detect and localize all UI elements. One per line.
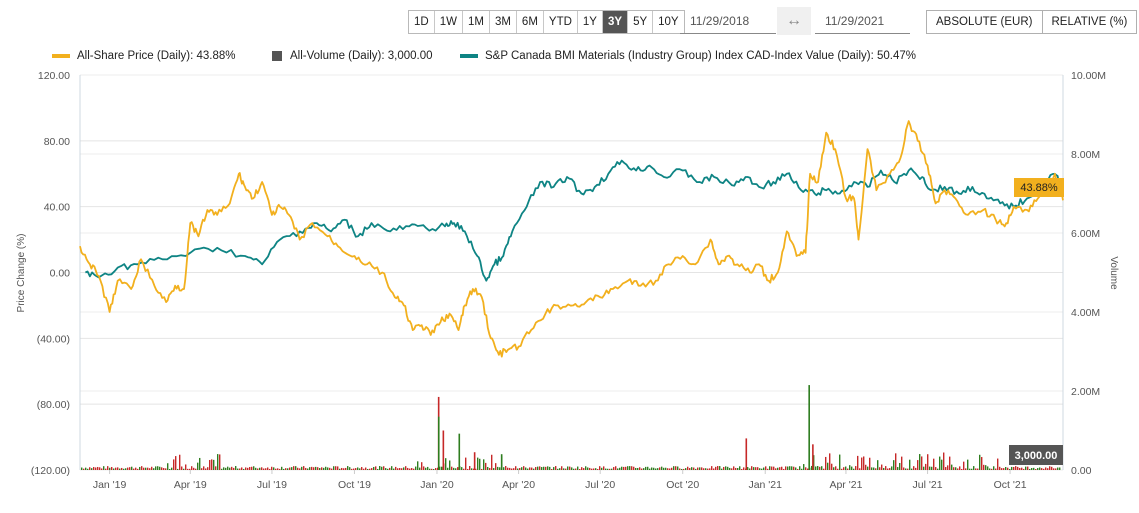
- relative-mode-button[interactable]: RELATIVE (%): [1041, 11, 1137, 33]
- x-tick-label: Oct '20: [666, 479, 699, 491]
- legend-label: All-Volume (Daily): 3,000.00: [290, 50, 433, 62]
- y-tick-label: (40.00): [37, 333, 70, 345]
- x-tick-label: Apr '20: [502, 479, 535, 491]
- legend-label: S&P Canada BMI Materials (Industry Group…: [485, 50, 917, 62]
- range-button-1d[interactable]: 1D: [409, 11, 435, 33]
- volume-last-badge: 3,000.00: [1015, 450, 1058, 462]
- y-tick-label: 80.00: [44, 136, 70, 148]
- y-tick-label: (120.00): [31, 465, 70, 477]
- legend-item-index[interactable]: S&P Canada BMI Materials (Industry Group…: [460, 50, 916, 62]
- range-button-ytd[interactable]: YTD: [543, 11, 578, 33]
- range-button-3m[interactable]: 3M: [489, 11, 517, 33]
- absolute-mode-button[interactable]: ABSOLUTE (EUR): [927, 11, 1042, 33]
- legend-item-share-price[interactable]: All-Share Price (Daily): 43.88%: [52, 50, 236, 62]
- x-tick-label: Jan '20: [420, 479, 454, 491]
- y2-tick-label: 4.00M: [1071, 307, 1100, 319]
- left-right-arrow-icon: ↔: [786, 12, 802, 29]
- square-swatch-icon: [272, 51, 282, 61]
- line-swatch-icon: [52, 54, 70, 58]
- value-badges: 43.88% 3,000.00: [1009, 178, 1064, 465]
- y-axis-left: 120.00 80.00 40.00 0.00 (40.00) (80.00) (120.0…: [31, 70, 70, 477]
- legend-item-volume[interactable]: All-Volume (Daily): 3,000.00: [272, 50, 433, 62]
- y-axis-right: 10.00M 8.00M 6.00M 4.00M 2.00M 0.00: [1071, 70, 1106, 477]
- share-price-line: [79, 120, 1064, 358]
- y2-tick-label: 6.00M: [1071, 228, 1100, 240]
- y2-tick-label: 2.00M: [1071, 386, 1100, 398]
- range-selector: 1D 1W 1M 3M 6M YTD 1Y 3Y 5Y 10Y: [408, 10, 685, 34]
- line-swatch-icon: [460, 54, 478, 58]
- x-tick-label: Oct '19: [338, 479, 371, 491]
- range-button-6m[interactable]: 6M: [516, 11, 544, 33]
- start-date-input[interactable]: 11/29/2018: [680, 10, 776, 34]
- x-tick-label: Apr '21: [829, 479, 862, 491]
- x-axis: Jan '19 Apr '19 Jul '19 Oct '19 Jan '20 Apr '…: [93, 470, 1027, 491]
- display-mode-toggle: ABSOLUTE (EUR) RELATIVE (%): [926, 10, 1138, 34]
- price-last-badge: 43.88%: [1020, 182, 1058, 194]
- x-tick-label: Jan '19: [93, 479, 127, 491]
- series-lines: [79, 120, 1064, 358]
- index-line: [85, 159, 1064, 282]
- range-button-1y[interactable]: 1Y: [577, 11, 603, 33]
- y-tick-label: 0.00: [50, 268, 71, 280]
- range-button-1m[interactable]: 1M: [462, 11, 490, 33]
- y-tick-label: 120.00: [38, 70, 70, 82]
- x-tick-label: Oct '21: [994, 479, 1027, 491]
- x-tick-label: Jul '21: [913, 479, 943, 491]
- y-tick-label: (80.00): [37, 399, 70, 411]
- y2-tick-label: 0.00: [1071, 465, 1092, 477]
- y-axis-title: Price Change (%): [16, 234, 27, 313]
- grid-lines: [79, 74, 1064, 471]
- range-button-1w[interactable]: 1W: [434, 11, 463, 33]
- swap-dates-button[interactable]: ↔: [777, 7, 811, 35]
- range-button-3y[interactable]: 3Y: [602, 11, 629, 33]
- x-tick-label: Jul '20: [585, 479, 615, 491]
- y2-axis-title: Volume: [1108, 256, 1119, 290]
- volume-bars: [81, 385, 1061, 470]
- x-tick-label: Apr '19: [174, 479, 207, 491]
- y-tick-label: 40.00: [44, 202, 70, 214]
- range-button-5y[interactable]: 5Y: [628, 11, 654, 33]
- y2-tick-label: 10.00M: [1071, 70, 1106, 82]
- x-tick-label: Jul '19: [257, 479, 287, 491]
- y2-tick-label: 8.00M: [1071, 149, 1100, 161]
- range-button-10y[interactable]: 10Y: [653, 11, 684, 33]
- legend-label: All-Share Price (Daily): 43.88%: [77, 50, 236, 62]
- end-date-input[interactable]: 11/29/2021: [815, 10, 910, 34]
- x-tick-label: Jan '21: [748, 479, 782, 491]
